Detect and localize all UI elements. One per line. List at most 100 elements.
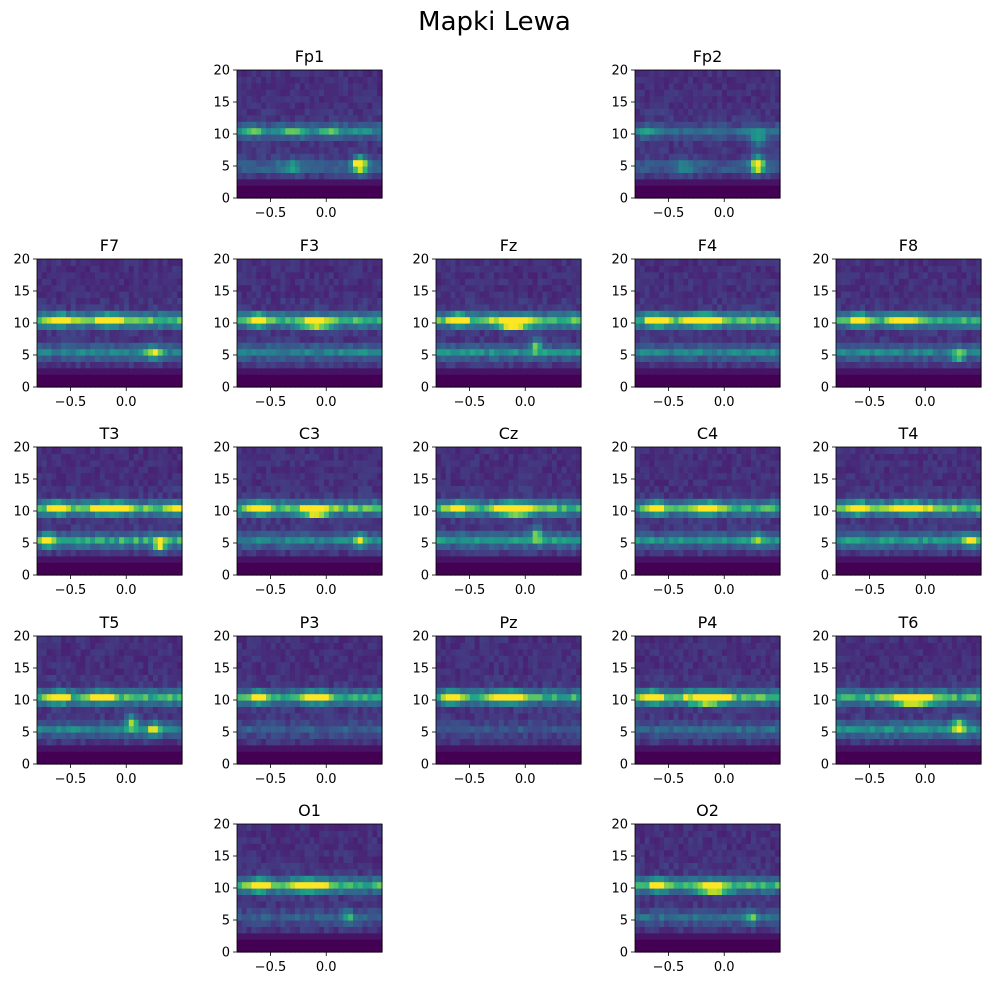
heatmap-cell — [668, 127, 675, 135]
heatmap-cell — [157, 374, 164, 382]
heatmap-cell — [644, 265, 651, 273]
heatmap-cell — [518, 278, 524, 286]
heatmap-cell — [678, 342, 684, 350]
heatmap-cell — [246, 549, 253, 557]
heatmap-cell — [56, 316, 62, 324]
heatmap-cell — [755, 348, 762, 356]
heatmap-cell — [85, 568, 91, 576]
heatmap-cell — [932, 284, 939, 292]
heatmap-cell — [498, 297, 505, 305]
heatmap-cell — [918, 342, 924, 350]
heatmap-cell — [133, 348, 140, 356]
heatmap-cell — [678, 271, 684, 279]
heatmap-cell — [855, 271, 861, 279]
heatmap-cell — [860, 265, 866, 273]
heatmap-cell — [237, 504, 243, 512]
heatmap-cell — [741, 297, 747, 305]
heatmap-cell — [894, 284, 900, 292]
heatmap-cell — [775, 310, 781, 318]
heatmap-cell — [343, 310, 349, 318]
heatmap-cell — [683, 89, 689, 97]
heatmap-cell — [338, 127, 344, 135]
heatmap-cell — [971, 367, 977, 375]
heatmap-cell — [328, 380, 335, 388]
heatmap-cell — [61, 504, 67, 512]
heatmap-cell — [513, 342, 519, 350]
heatmap-cell — [343, 140, 349, 148]
heatmap-cell — [266, 342, 272, 350]
heatmap-cell — [712, 127, 718, 135]
heatmap-cell — [693, 380, 699, 388]
heatmap-cell — [860, 259, 866, 266]
heatmap-cell — [712, 82, 718, 90]
heatmap-cell — [445, 355, 452, 362]
heatmap-cell — [717, 95, 723, 103]
heatmap-cell — [280, 159, 286, 167]
heatmap-cell — [465, 361, 471, 369]
heatmap-cell — [109, 511, 115, 518]
heatmap-cell — [566, 310, 572, 318]
heatmap-cell — [319, 303, 325, 311]
heatmap-cell — [746, 191, 752, 199]
heatmap-cell — [712, 191, 718, 199]
heatmap-cell — [894, 329, 900, 337]
heatmap-cell — [319, 348, 325, 356]
heatmap-cell — [649, 70, 655, 77]
heatmap-cell — [295, 284, 301, 292]
heatmap-cell — [445, 342, 452, 350]
heatmap-cell — [765, 95, 771, 103]
heatmap-cell — [143, 485, 149, 493]
heatmap-cell — [172, 549, 178, 557]
heatmap-cell — [66, 453, 72, 461]
heatmap-cell — [128, 511, 135, 518]
heatmap-cell — [751, 259, 757, 266]
heatmap-cell — [261, 323, 267, 330]
heatmap-cell — [172, 380, 178, 388]
heatmap-cell — [932, 271, 939, 279]
heatmap-cell — [241, 310, 248, 318]
heatmap-cell — [678, 70, 684, 77]
heatmap-cell — [304, 82, 311, 90]
heatmap-cell — [157, 361, 164, 369]
heatmap-cell — [328, 259, 335, 266]
y-tick-label: 0 — [620, 192, 628, 207]
heatmap-cell — [270, 380, 277, 388]
heatmap-cell — [722, 303, 728, 311]
heatmap-cell — [148, 466, 154, 474]
heatmap-cell — [561, 342, 568, 350]
heatmap-cell — [840, 348, 847, 356]
heatmap-cell — [343, 380, 349, 388]
heatmap-cell — [99, 504, 106, 512]
heatmap-cell — [635, 172, 641, 180]
heatmap-cell — [760, 271, 767, 279]
heatmap-cell — [309, 114, 315, 122]
heatmap-cell — [712, 159, 718, 167]
heatmap-cell — [889, 297, 895, 305]
heatmap-cell — [869, 310, 876, 318]
heatmap-cell — [251, 146, 257, 154]
heatmap-cell — [751, 278, 757, 286]
heatmap-cell — [261, 265, 267, 273]
heatmap-cell — [751, 95, 757, 103]
heatmap-cell — [304, 191, 311, 199]
heatmap-cell — [717, 114, 723, 122]
heatmap-cell — [148, 259, 154, 266]
heatmap-cell — [731, 348, 738, 356]
heatmap-cell — [513, 303, 519, 311]
heatmap-cell — [372, 172, 378, 180]
heatmap-cell — [266, 335, 272, 343]
heatmap-cell — [494, 367, 500, 375]
heatmap-cell — [542, 374, 548, 382]
heatmap-cell — [683, 108, 689, 116]
heatmap-cell — [241, 491, 248, 499]
heatmap-cell — [90, 447, 96, 454]
heatmap-cell — [898, 291, 905, 298]
heatmap-cell — [971, 310, 977, 318]
heatmap-cell — [770, 140, 776, 148]
heatmap-cell — [717, 185, 723, 193]
heatmap-cell — [542, 348, 548, 356]
heatmap-cell — [556, 335, 563, 343]
heatmap-cell — [440, 335, 447, 343]
heatmap-cell — [571, 297, 577, 305]
